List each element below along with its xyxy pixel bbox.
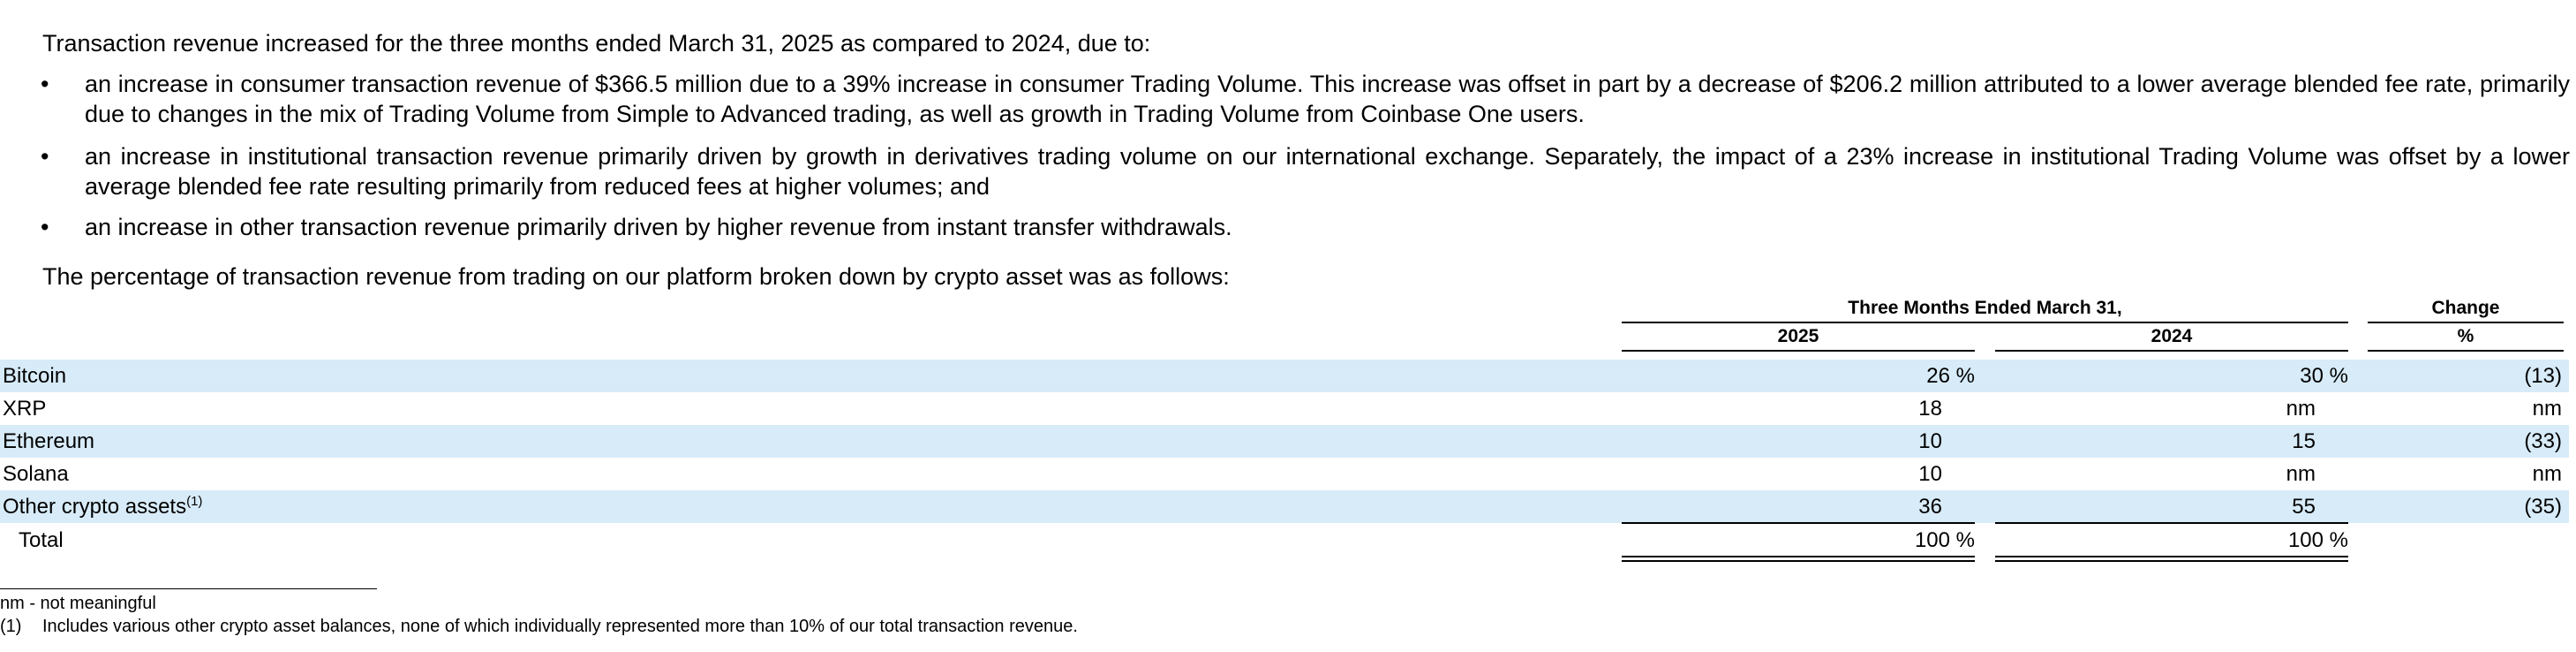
total-double-rule-2024: [1995, 556, 2348, 562]
intro-paragraph: Transaction revenue increased for the th…: [42, 30, 1151, 57]
total-label: Total: [19, 528, 64, 552]
subtotal-rule-2025: [1622, 522, 1975, 524]
footnote-1-text: Includes various other crypto asset bala…: [42, 617, 1078, 636]
cell-2025: 36: [1918, 495, 1942, 519]
row-label: Ethereum: [3, 429, 95, 453]
cell-change: nm: [2532, 397, 2562, 421]
total-2024: 100 %: [2287, 528, 2348, 552]
table-row: [0, 490, 2569, 523]
row-label-text: Other crypto assets: [3, 495, 187, 519]
cell-2025: 10: [1918, 462, 1942, 486]
col-change-rule: [2368, 350, 2564, 352]
cell-2024: 55: [2292, 495, 2316, 519]
total-2025: 100 %: [1914, 528, 1975, 552]
bullet-item-other: an increase in other transaction revenue…: [85, 214, 1232, 240]
change-header-rule: [2368, 322, 2564, 323]
cell-change: (13): [2524, 364, 2562, 388]
table-row: [0, 360, 2569, 392]
cell-change: (33): [2524, 429, 2562, 453]
period-header: Three Months Ended March 31,: [1848, 298, 2122, 318]
total-double-rule-2025: [1622, 556, 1975, 562]
cell-2024: 30 %: [2300, 364, 2348, 388]
row-label: Other crypto assets(1): [3, 490, 202, 523]
footnote-ref: (1): [186, 494, 203, 509]
col-2025-rule: [1622, 350, 1975, 352]
row-label: Bitcoin: [3, 364, 67, 388]
row-label: Solana: [3, 462, 69, 486]
cell-2025: 10: [1918, 429, 1942, 453]
footnote-divider: [0, 588, 377, 589]
table-row: [0, 425, 2569, 458]
cell-2024: nm: [2286, 462, 2316, 486]
cell-change: (35): [2524, 495, 2562, 519]
bullet-marker: •: [41, 214, 49, 240]
footnote-1-marker: (1): [0, 617, 22, 636]
col-header-change-pct: %: [2457, 326, 2474, 346]
table-intro-paragraph: The percentage of transaction revenue fr…: [42, 263, 1230, 290]
cell-2024: nm: [2286, 397, 2316, 421]
cell-2025: 26 %: [1926, 364, 1975, 388]
period-header-rule: [1622, 322, 2348, 323]
cell-2025: 18: [1918, 397, 1942, 421]
col-2024-rule: [1995, 350, 2348, 352]
col-header-2025: 2025: [1777, 326, 1819, 346]
cell-change: nm: [2532, 462, 2562, 486]
col-header-2024: 2024: [2150, 326, 2193, 346]
subtotal-rule-2024: [1995, 522, 2348, 524]
bullet-item-institutional: an increase in institutional transaction…: [85, 143, 2570, 200]
bullet-marker: •: [41, 71, 49, 97]
cell-2024: 15: [2292, 429, 2316, 453]
bullet-marker: •: [41, 143, 49, 170]
row-label: XRP: [3, 397, 47, 421]
bullet-item-consumer: an increase in consumer transaction reve…: [85, 71, 2570, 127]
footnote-nm: nm - not meaningful: [0, 594, 156, 613]
change-header: Change: [2431, 298, 2500, 318]
